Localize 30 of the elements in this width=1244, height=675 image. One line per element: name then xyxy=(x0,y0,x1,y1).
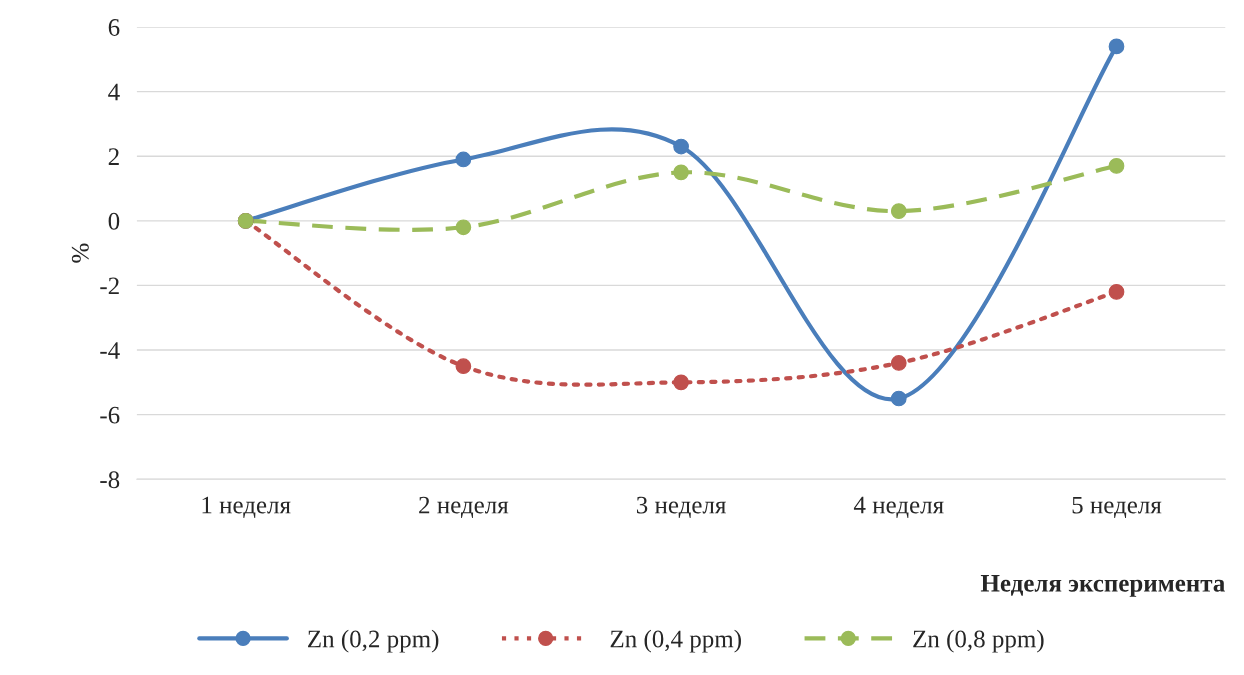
legend-label: Zn (0,8 ppm) xyxy=(913,629,1044,653)
legend-label: Zn (0,2 ppm) xyxy=(308,629,439,653)
point xyxy=(1108,158,1125,174)
y-tick-label: 4 xyxy=(108,83,120,101)
point xyxy=(890,355,907,371)
x-tick-label: 5 неделя xyxy=(1072,496,1162,519)
y-tick-label: 6 xyxy=(108,19,120,36)
x-tick-label: 3 неделя xyxy=(636,496,726,519)
point xyxy=(455,358,472,375)
x-tick-label: 1 неделя xyxy=(202,496,291,519)
y-tick-label: -8 xyxy=(100,471,120,489)
y-tick-label: 2 xyxy=(108,148,119,165)
point xyxy=(890,203,907,219)
y-tick-label: -6 xyxy=(100,406,120,424)
legend-label: Zn (0,4 ppm) xyxy=(610,629,741,653)
y-tick-label: 0 xyxy=(108,212,120,230)
point xyxy=(1108,38,1125,55)
point xyxy=(890,390,907,407)
x-tick-label: 2 неделя xyxy=(419,496,509,519)
point xyxy=(455,151,472,168)
point xyxy=(673,374,689,391)
point xyxy=(455,219,472,236)
x-axis-title: Неделя эксперимента xyxy=(980,575,1225,597)
point xyxy=(673,138,689,155)
x-tick-label: 4 неделя xyxy=(853,496,944,519)
point xyxy=(1108,284,1125,300)
point xyxy=(673,164,689,181)
y-tick-label: -2 xyxy=(100,277,119,295)
y-tick-label: -4 xyxy=(100,342,120,359)
y-axis-title: % xyxy=(71,243,89,263)
